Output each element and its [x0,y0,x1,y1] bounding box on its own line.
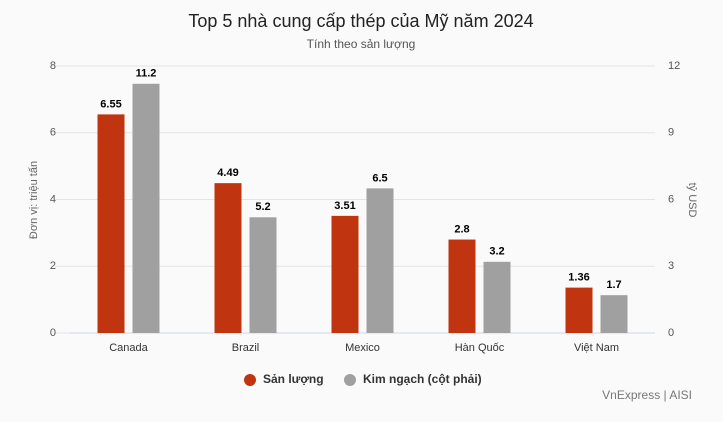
y-tick-label: 2 [50,260,56,272]
data-label: 11.2 [136,68,157,80]
bar [565,287,593,333]
data-label: 6.5 [372,172,387,184]
data-label: 4.49 [217,167,238,179]
legend-marker [244,374,256,386]
chart-title: Top 5 nhà cung cấp thép của Mỹ năm 2024 [188,11,533,31]
data-label: 2.8 [454,223,469,235]
data-label: 6.55 [100,98,121,110]
data-label: 3.51 [334,200,355,212]
data-label: 1.36 [568,272,589,284]
y-axis-label: Đơn vị: triệu tấn [28,161,40,239]
bar [448,239,476,333]
source: VnExpress | AISI [602,388,692,402]
y2-tick-label: 12 [668,60,680,72]
y-tick-label: 8 [50,60,56,72]
data-label: 1.7 [606,279,621,291]
x-tick-label: Mexico [345,342,380,354]
y-tick-label: 4 [50,193,56,205]
y2-tick-label: 3 [668,260,674,272]
x-tick-label: Việt Nam [574,342,619,354]
y2-tick-label: 0 [668,327,674,339]
data-label: 3.2 [489,246,504,258]
bar [366,188,394,333]
chart-subtitle: Tính theo sản lượng [307,37,416,51]
x-tick-label: Canada [109,342,148,354]
y-tick-label: 6 [50,127,56,139]
bar [214,183,242,333]
bar [249,217,277,333]
x-tick-label: Hàn Quốc [455,342,505,354]
bar [132,83,160,333]
legend-marker [344,374,356,386]
y2-tick-label: 6 [668,193,674,205]
bar [483,261,511,333]
bar [600,295,628,333]
x-tick-label: Brazil [232,342,260,354]
legend-label[interactable]: Sản lượng [263,372,324,386]
y-tick-label: 0 [50,327,56,339]
bar [97,114,125,333]
data-label: 5.2 [255,201,270,213]
bar [331,215,359,333]
y2-tick-label: 9 [668,127,674,139]
legend-label[interactable]: Kim ngạch (cột phải) [363,372,482,386]
y2-axis-label: tỷ USD [686,183,698,218]
